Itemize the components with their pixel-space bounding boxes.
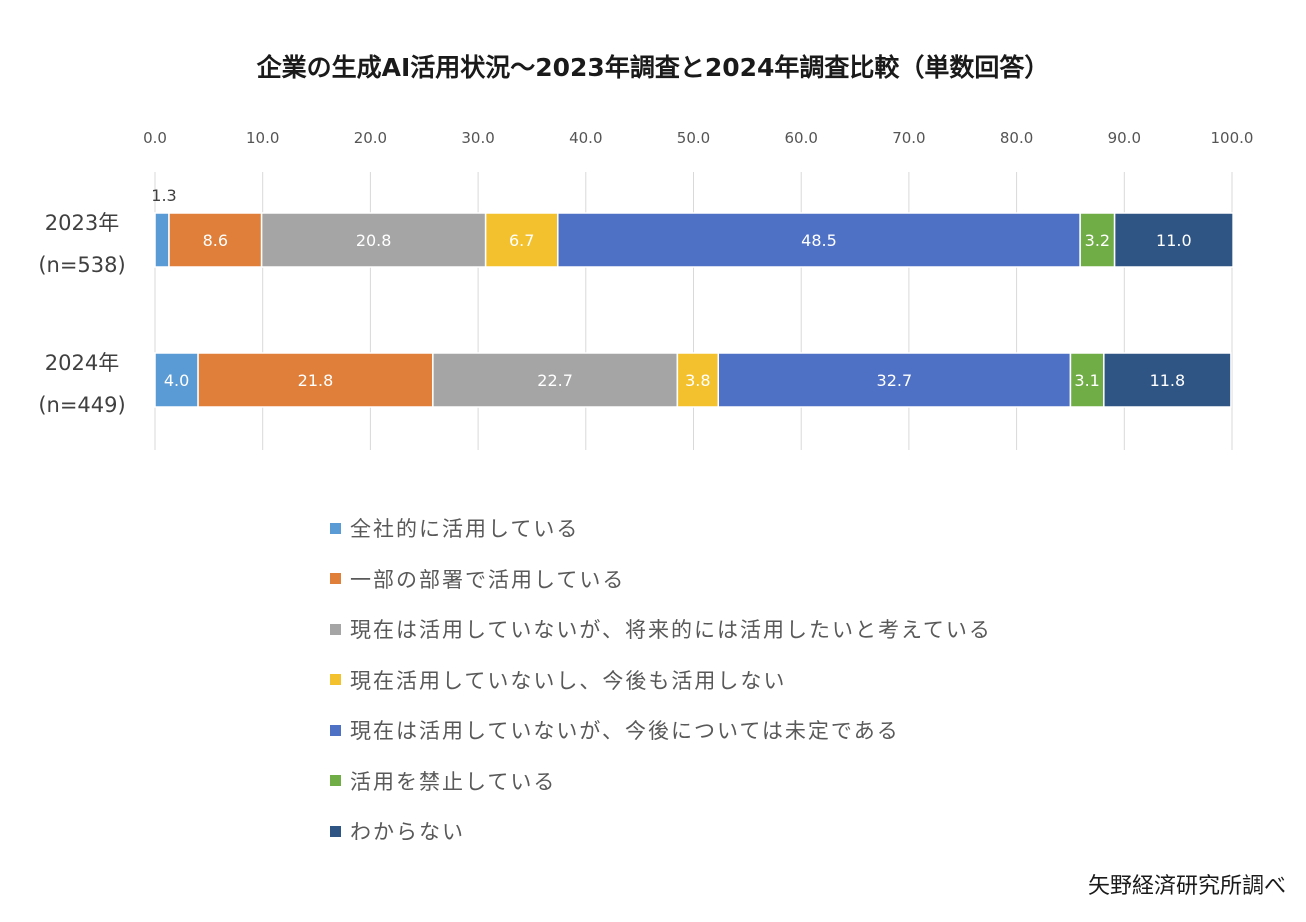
legend-item: 現在は活用していないが、今後については未定である [330,705,992,756]
category-n-label: (n=538) [38,253,125,277]
legend-swatch [330,825,341,837]
legend-label: 現在は活用していないが、将来的には活用したいと考えている [350,618,992,643]
legend-swatch [330,573,341,585]
data-label: 4.0 [164,371,189,390]
legend-swatch [330,775,341,787]
category-n-label: (n=449) [38,393,125,417]
x-tick-label: 0.0 [143,129,167,147]
stacked-bar-chart: 0.0 10.0 20.0 30.0 40.0 50.0 60.0 70.0 80.0 90.0 1… [38,129,1254,450]
data-label: 21.8 [298,371,334,390]
bar-segment [1113,212,1234,268]
data-label: 32.7 [877,371,913,390]
bar-segment [154,212,170,268]
x-tick-label: 100.0 [1211,129,1254,147]
data-label: 48.5 [801,231,837,250]
category-year-label: 2024年 [45,351,119,375]
legend-item: 活用を禁止している [330,756,992,807]
data-label: 3.1 [1074,371,1099,390]
legend-item: 全社的に活用している [330,503,992,554]
legend-swatch [330,623,341,635]
data-label: 1.3 [151,186,176,205]
data-label: 8.6 [203,231,228,250]
legend-label: 現在は活用していないが、今後については未定である [350,719,900,744]
legend-label: 現在活用していないし、今後も活用しない [350,668,787,693]
chart-title: 企業の生成AI活用状況〜2023年調査と2024年調査比較（単数回答） [256,53,1050,82]
x-tick-label: 20.0 [354,129,387,147]
legend-label: 全社的に活用している [350,517,580,542]
bar-segment [676,352,720,408]
data-label: 3.8 [685,371,710,390]
legend-swatch [330,674,341,686]
legend-item: 現在は活用していないが、将来的には活用したいと考えている [330,604,992,655]
legend-label: 活用を禁止している [350,769,557,794]
legend-item: わからない [330,806,992,857]
legend-label: わからない [350,820,465,845]
source-note: 矢野経済研究所調べ [1087,874,1286,899]
legend-label: 一部の部署で活用している [350,567,626,592]
x-tick-label: 70.0 [892,129,925,147]
bar-segment [197,352,434,408]
x-tick-label: 90.0 [1108,129,1141,147]
category-year-label: 2023年 [45,211,119,235]
data-label: 11.0 [1156,231,1192,250]
bar-segment [1069,352,1105,408]
bar-segment [432,352,679,408]
x-tick-label: 40.0 [569,129,602,147]
legend-item: 現在活用していないし、今後も活用しない [330,655,992,706]
bar-segment [717,352,1072,408]
legend-swatch [330,522,341,534]
x-tick-label: 10.0 [246,129,279,147]
legend-swatch [330,724,341,736]
x-tick-label: 60.0 [784,129,817,147]
data-label: 20.8 [356,231,392,250]
data-label: 3.2 [1085,231,1110,250]
bar-segment [1103,352,1232,408]
data-label: 6.7 [509,231,534,250]
legend-item: 一部の部署で活用している [330,554,992,605]
x-tick-label: 50.0 [677,129,710,147]
bar-segment [154,352,199,408]
x-tick-label: 80.0 [1000,129,1033,147]
data-label: 22.7 [537,371,573,390]
x-tick-label: 30.0 [461,129,494,147]
data-label: 11.8 [1150,371,1186,390]
legend: 全社的に活用している一部の部署で活用している現在は活用していないが、将来的には活… [330,503,992,857]
